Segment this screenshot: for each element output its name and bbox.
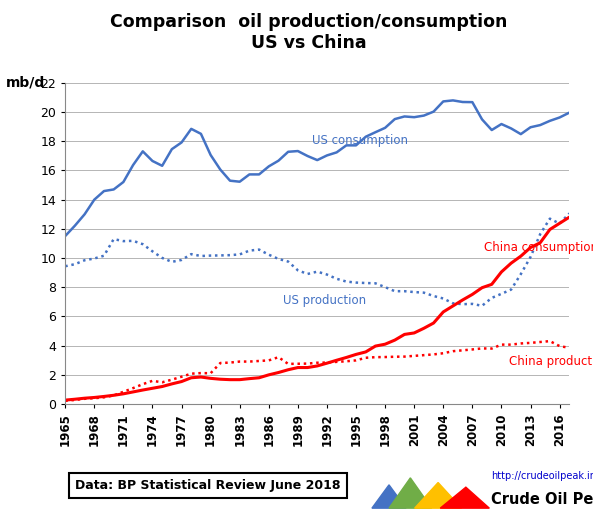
Text: US vs China: US vs China <box>251 34 366 52</box>
Text: http://crudeoilpeak.info: http://crudeoilpeak.info <box>492 471 593 481</box>
Polygon shape <box>389 478 432 508</box>
Polygon shape <box>372 485 406 508</box>
Polygon shape <box>440 487 489 508</box>
Text: mb/d: mb/d <box>6 75 45 89</box>
Text: Crude Oil Peak: Crude Oil Peak <box>492 492 593 507</box>
Polygon shape <box>415 483 461 508</box>
Text: US production: US production <box>283 294 366 307</box>
Text: US consumption: US consumption <box>313 134 409 147</box>
Text: China production: China production <box>509 355 593 368</box>
Text: Comparison  oil production/consumption: Comparison oil production/consumption <box>110 13 507 31</box>
Text: China consumption: China consumption <box>484 241 593 254</box>
Text: Data: BP Statistical Review June 2018: Data: BP Statistical Review June 2018 <box>75 479 340 492</box>
